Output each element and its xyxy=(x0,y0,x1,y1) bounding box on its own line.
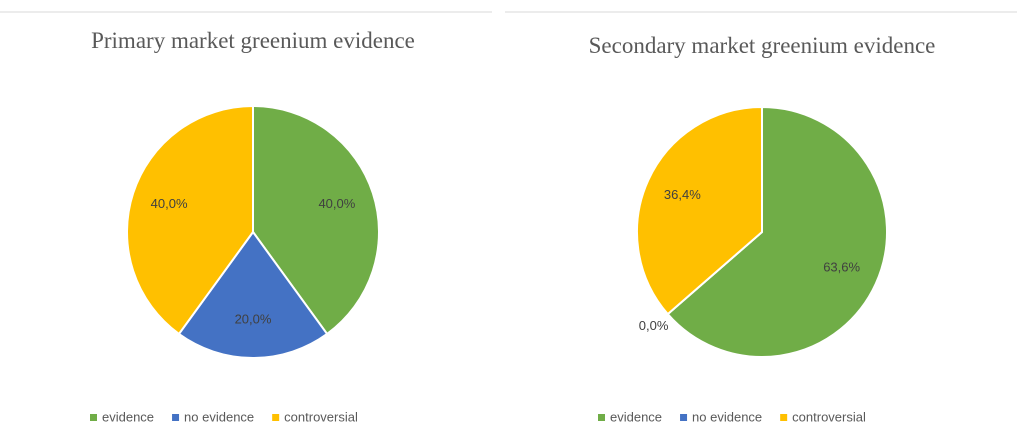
pie-slice xyxy=(666,105,888,358)
data-label: 63,6% xyxy=(823,260,860,275)
pie-slice xyxy=(252,104,380,336)
legend-label: no evidence xyxy=(184,409,254,424)
legend-label: evidence xyxy=(102,409,154,424)
chart-title: Secondary market greenium evidence xyxy=(589,33,936,58)
chart-title: Primary market greenium evidence xyxy=(91,28,415,53)
pie-slice xyxy=(177,230,329,359)
data-label: 40,0% xyxy=(151,196,188,211)
legend-swatch xyxy=(780,414,788,421)
pie-slice xyxy=(636,105,763,316)
legend-label: controversial xyxy=(284,409,358,424)
legend-swatch xyxy=(680,414,688,421)
data-label: 36,4% xyxy=(664,187,701,202)
pie-slice xyxy=(126,104,254,336)
data-label: 40,0% xyxy=(318,196,355,211)
legend-swatch xyxy=(272,414,280,421)
legend-swatch xyxy=(598,414,605,421)
legend-label: evidence xyxy=(610,409,662,424)
data-label: 20,0% xyxy=(235,312,272,327)
data-label: 0,0% xyxy=(639,318,669,333)
legend-label: no evidence xyxy=(692,409,762,424)
legend-swatch xyxy=(172,414,180,421)
legend-label: controversial xyxy=(792,409,866,424)
legend-swatch xyxy=(90,414,97,421)
